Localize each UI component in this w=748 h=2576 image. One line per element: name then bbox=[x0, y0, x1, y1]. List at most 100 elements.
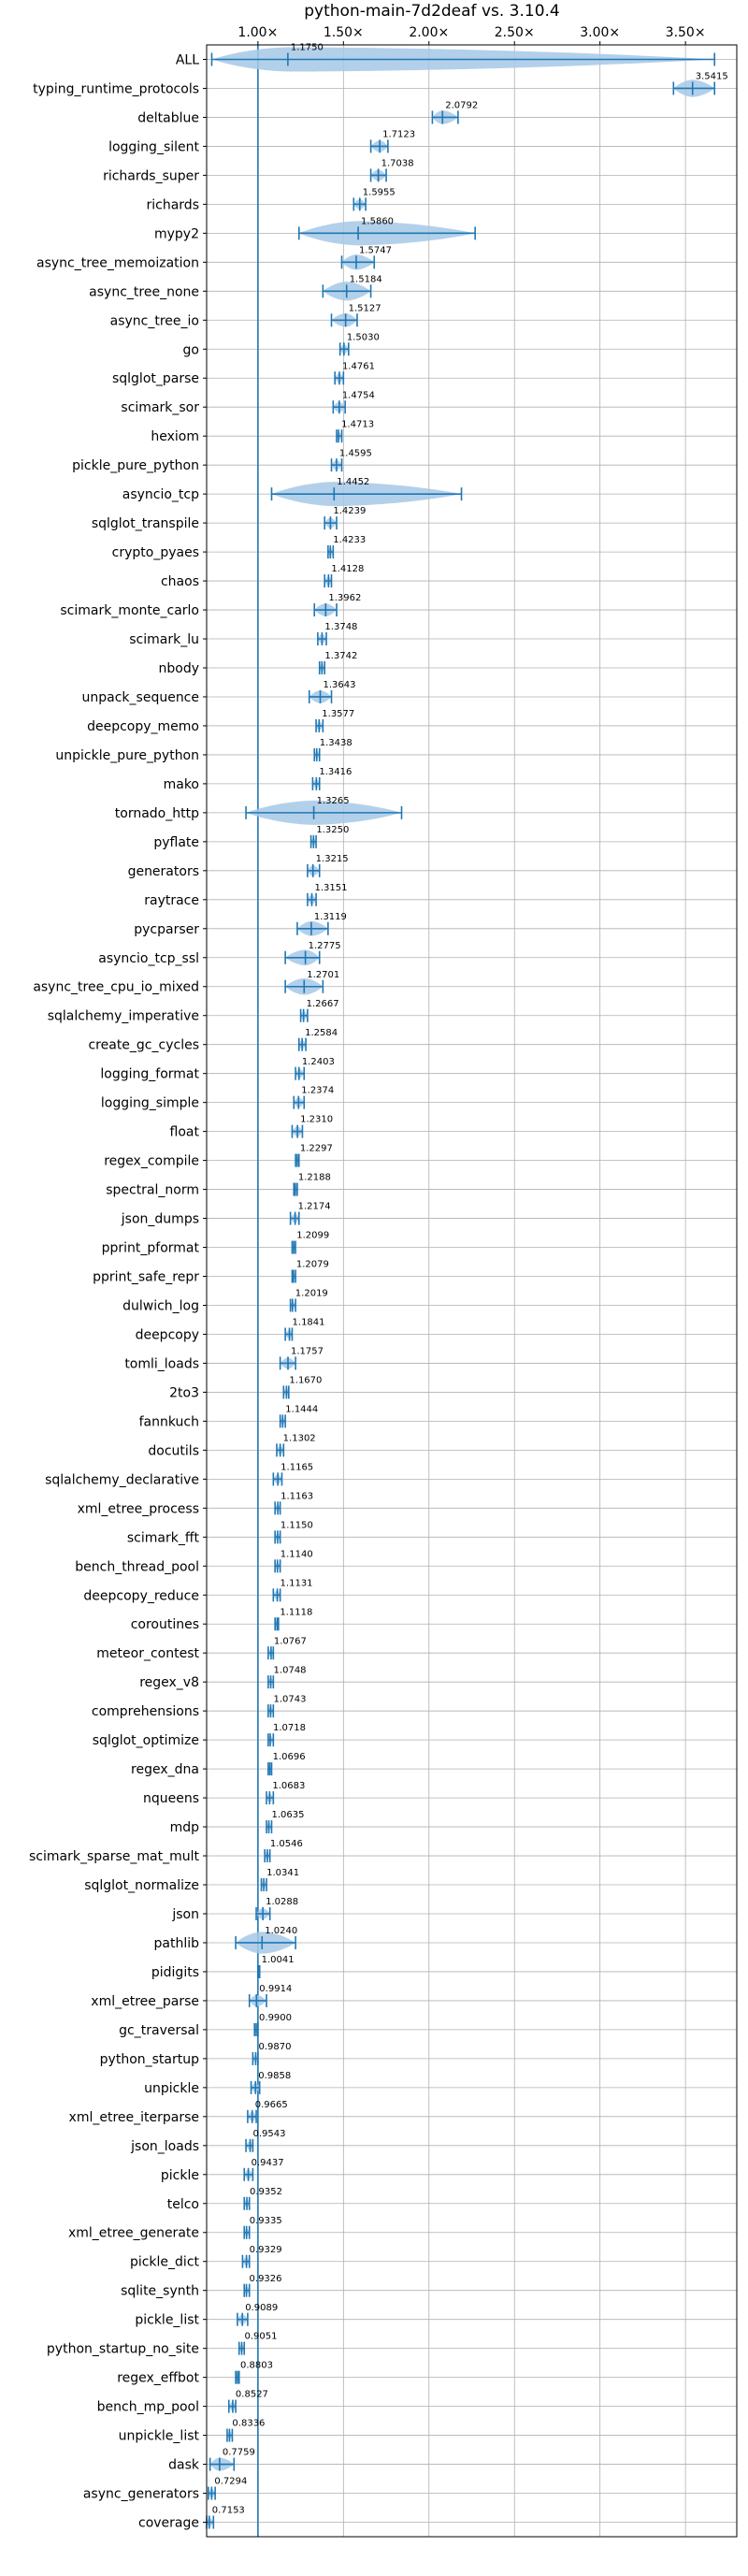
benchmark-label: bench_mp_pool bbox=[97, 2400, 199, 2415]
value-label: 0.9089 bbox=[245, 2303, 278, 2313]
value-label: 1.1750 bbox=[291, 43, 324, 53]
value-label: 1.2374 bbox=[301, 1086, 334, 1096]
violin-layer bbox=[206, 45, 716, 2537]
value-label: 1.1757 bbox=[291, 1347, 324, 1357]
value-label: 1.1841 bbox=[293, 1318, 325, 1328]
value-label: 0.9051 bbox=[245, 2332, 278, 2342]
value-label: 1.5747 bbox=[359, 245, 392, 255]
value-label: 1.4239 bbox=[333, 506, 366, 516]
benchmark-label: async_tree_memoization bbox=[36, 255, 199, 270]
value-label: 1.1150 bbox=[280, 1520, 313, 1530]
value-label: 1.2019 bbox=[295, 1289, 328, 1299]
value-label: 1.0718 bbox=[273, 1723, 306, 1733]
benchmark-label: pprint_pformat bbox=[102, 1241, 200, 1256]
chart-title: python-main-7d2deaf vs. 3.10.4 bbox=[304, 2, 560, 21]
benchmark-label: asyncio_tcp bbox=[122, 487, 199, 502]
benchmark-label: raytrace bbox=[144, 893, 199, 908]
value-label: 1.1670 bbox=[289, 1376, 322, 1386]
benchmark-label: tornado_http bbox=[115, 806, 199, 821]
value-label: 1.5030 bbox=[347, 332, 380, 342]
benchmark-label: ALL bbox=[176, 52, 199, 67]
value-label: 0.9326 bbox=[250, 2274, 282, 2284]
value-label: 1.4713 bbox=[341, 419, 374, 429]
benchmark-label: pathlib bbox=[154, 1936, 200, 1951]
benchmark-label: pickle_list bbox=[135, 2313, 199, 2328]
value-label: 1.5860 bbox=[361, 216, 394, 226]
value-label: 0.9543 bbox=[253, 2129, 286, 2139]
value-label: 0.9437 bbox=[252, 2158, 284, 2168]
benchmark-label: xml_etree_parse bbox=[91, 1994, 199, 2009]
value-label: 0.7294 bbox=[214, 2477, 247, 2487]
value-label: 1.3962 bbox=[328, 593, 361, 603]
benchmark-label: tomli_loads bbox=[124, 1356, 199, 1371]
value-label: 1.2174 bbox=[298, 1202, 331, 1212]
benchmark-label: mypy2 bbox=[154, 226, 199, 241]
value-label: 1.3265 bbox=[317, 796, 350, 806]
benchmark-label: json_dumps bbox=[121, 1212, 199, 1227]
value-label: 1.0240 bbox=[265, 1926, 297, 1936]
value-label: 0.8527 bbox=[236, 2390, 268, 2400]
value-label: 1.0683 bbox=[272, 1781, 305, 1791]
grid-layer bbox=[207, 45, 737, 2537]
benchmark-label: async_tree_io bbox=[110, 313, 199, 328]
benchmark-label: pickle_pure_python bbox=[72, 458, 199, 473]
value-label: 1.2667 bbox=[307, 999, 339, 1009]
benchmark-label: unpickle_list bbox=[119, 2429, 200, 2444]
value-label: 1.3643 bbox=[324, 680, 356, 690]
benchmark-label: scimark_sparse_mat_mult bbox=[29, 1849, 199, 1864]
value-label: 1.5184 bbox=[350, 274, 382, 284]
x-tick-label: 3.50× bbox=[666, 25, 706, 40]
value-label: 1.2775 bbox=[309, 941, 341, 951]
benchmark-label: pickle_dict bbox=[130, 2255, 200, 2270]
benchmark-label: mako bbox=[164, 777, 199, 792]
benchmark-label: deepcopy bbox=[136, 1327, 199, 1342]
benchmark-label: float bbox=[170, 1125, 200, 1140]
benchmark-label: unpack_sequence bbox=[82, 690, 199, 705]
benchmark-label: generators bbox=[128, 864, 199, 879]
value-label: 1.3151 bbox=[315, 883, 348, 893]
value-label: 1.3438 bbox=[320, 738, 352, 748]
benchmark-label: richards bbox=[147, 197, 200, 212]
benchmark-label: scimark_sor bbox=[121, 400, 199, 415]
benchmark-label: unpickle_pure_python bbox=[55, 748, 199, 763]
value-label: 1.3215 bbox=[316, 854, 349, 864]
value-label: 0.9870 bbox=[258, 2042, 291, 2052]
label-layer: 1.1750 3.5415 2.0792 1.7123 1.7038 1.5955 1.58… bbox=[212, 43, 728, 2516]
benchmark-label: gc_traversal bbox=[119, 2023, 199, 2038]
value-label: 0.9329 bbox=[250, 2245, 282, 2255]
value-label: 0.9352 bbox=[250, 2187, 282, 2197]
x-tick-label: 2.00× bbox=[409, 25, 449, 40]
value-label: 0.8336 bbox=[232, 2419, 265, 2429]
benchmark-label: hexiom bbox=[151, 429, 199, 444]
benchmark-label: regex_v8 bbox=[139, 1675, 199, 1690]
value-label: 1.1444 bbox=[285, 1404, 318, 1414]
benchmark-label: nqueens bbox=[143, 1791, 199, 1806]
value-label: 1.2099 bbox=[296, 1231, 329, 1241]
benchmark-label: scimark_lu bbox=[129, 632, 199, 647]
value-label: 1.4128 bbox=[331, 564, 364, 574]
value-label: 1.1140 bbox=[280, 1549, 313, 1559]
benchmark-label: logging_format bbox=[100, 1067, 199, 1082]
value-label: 1.3416 bbox=[319, 767, 352, 777]
value-label: 1.1165 bbox=[280, 1462, 313, 1472]
benchmark-label: comprehensions bbox=[92, 1704, 199, 1719]
value-label: 1.2310 bbox=[300, 1115, 333, 1125]
benchmark-label: deepcopy_memo bbox=[87, 719, 199, 734]
value-label: 0.7759 bbox=[223, 2448, 255, 2458]
benchmark-label: dask bbox=[168, 2458, 200, 2473]
benchmark-label: dulwich_log bbox=[122, 1298, 199, 1313]
x-tick-label: 2.50× bbox=[495, 25, 535, 40]
benchmark-label: 2to3 bbox=[169, 1385, 199, 1400]
benchmark-label: xml_etree_process bbox=[78, 1501, 199, 1516]
value-label: 1.4233 bbox=[333, 535, 366, 545]
benchmark-label: pickle bbox=[161, 2168, 199, 2183]
value-label: 1.1131 bbox=[280, 1578, 313, 1588]
value-label: 1.0635 bbox=[271, 1810, 304, 1820]
benchmark-label: json bbox=[171, 1907, 199, 1922]
benchmark-label: json_loads bbox=[130, 2139, 199, 2154]
benchmark-label: pyflate bbox=[153, 835, 199, 850]
benchmark-label: scimark_monte_carlo bbox=[60, 603, 199, 618]
benchmark-label: regex_compile bbox=[104, 1154, 199, 1169]
value-label: 1.4754 bbox=[342, 390, 375, 400]
benchmark-label: pycparser bbox=[134, 922, 199, 937]
